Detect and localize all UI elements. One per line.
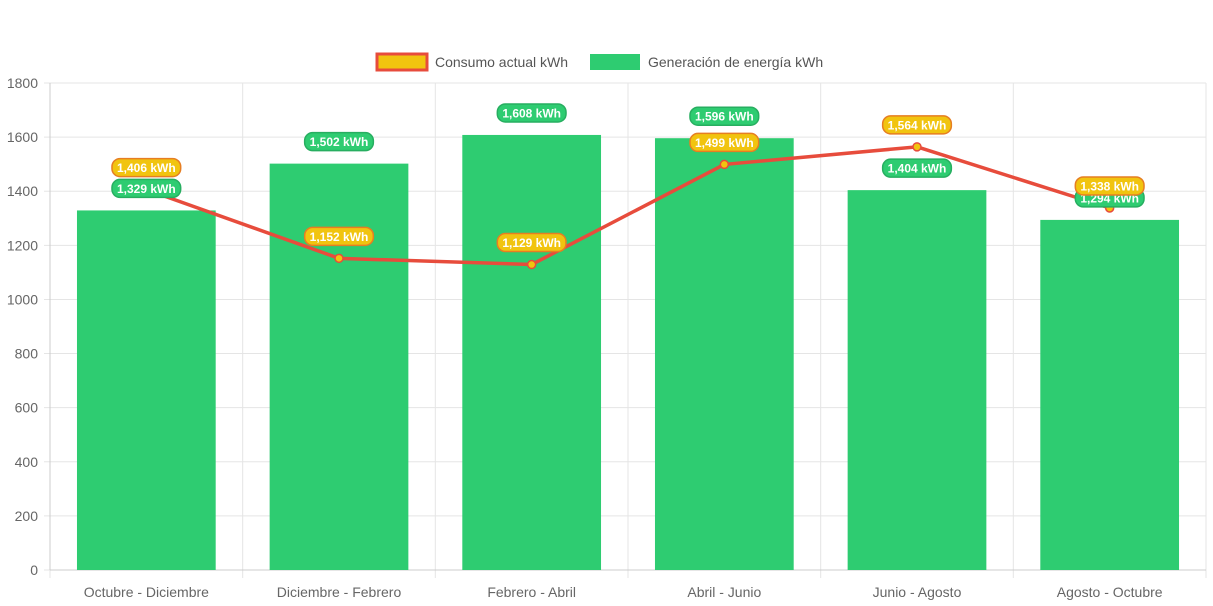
y-tick-label: 400 — [15, 454, 39, 470]
generacion-label: 1,596 kWh — [689, 106, 760, 126]
consumo-label-box — [496, 232, 567, 253]
generacion-label-text: 1,404 kWh — [888, 162, 947, 176]
y-axis: 0 200 400 600 800 1000 1200 1400 1600 1800 — [7, 75, 38, 578]
bar[interactable] — [462, 134, 602, 571]
y-tick-label: 1800 — [7, 75, 38, 91]
consumo-label: 1,564 kWh — [881, 115, 953, 135]
consumo-label: 1,338 kWh — [1074, 176, 1145, 196]
generacion-label-box — [496, 103, 567, 123]
line-point[interactable] — [334, 253, 344, 264]
y-tick-label: 1200 — [7, 237, 38, 253]
consumo-label-box — [1074, 176, 1145, 196]
x-axis: Octubre - Diciembre Diciembre - Febrero Fe… — [84, 584, 1163, 600]
consumo-label-text: 1,499 kWh — [695, 136, 754, 150]
generacion-label-text: 1,596 kWh — [695, 110, 754, 124]
consumo-label-text: 1,564 kWh — [888, 118, 947, 132]
y-tick-label: 1400 — [7, 183, 38, 199]
consumo-label: 1,499 kWh — [689, 132, 760, 153]
x-tick-label: Febrero - Abril — [487, 584, 576, 600]
generacion-label-box — [303, 131, 375, 152]
generacion-label: 1,608 kWh — [496, 103, 567, 123]
consumo-label: 1,406 kWh — [111, 157, 182, 178]
x-tick-label: Diciembre - Febrero — [277, 584, 402, 600]
consumo-label: 1,129 kWh — [496, 232, 567, 253]
y-tick-label: 800 — [15, 346, 39, 362]
legend[interactable]: Consumo actual kWh Generación de energía… — [375, 52, 823, 72]
legend-label-generacion[interactable]: Generación de energía kWh — [648, 54, 823, 70]
generacion-label: 1,404 kWh — [881, 158, 953, 178]
generacion-label: 1,502 kWh — [303, 131, 375, 152]
generacion-label-box — [689, 106, 760, 126]
bar[interactable] — [269, 163, 409, 570]
y-tick-label: 600 — [15, 400, 39, 416]
line-point[interactable] — [719, 159, 730, 170]
generacion-label-box — [881, 158, 953, 178]
y-tick-label: 1000 — [7, 291, 38, 307]
consumo-label-box — [881, 115, 953, 135]
legend-swatch-consumo[interactable] — [375, 52, 429, 72]
x-tick-label: Junio - Agosto — [873, 584, 962, 600]
grid — [44, 82, 1207, 578]
bar[interactable] — [654, 138, 794, 570]
data-labels: 1,329 kWh 1,502 kWh 1,608 kWh 1,596 kWh 1,40… — [111, 103, 1145, 253]
generacion-label-box — [111, 178, 182, 199]
consumo-label-text: 1,152 kWh — [310, 230, 369, 244]
y-tick-label: 1600 — [7, 129, 38, 145]
consumo-series-line — [145, 145, 1111, 267]
line-point[interactable] — [912, 142, 922, 152]
x-tick-label: Agosto - Octubre — [1057, 584, 1163, 600]
consumo-label-box — [303, 226, 375, 247]
consumo-label-box — [111, 157, 182, 178]
generacion-label-text: 1,608 kWh — [502, 106, 561, 120]
consumo-label-text: 1,338 kWh — [1080, 179, 1139, 193]
y-tick-label: 200 — [15, 508, 39, 524]
generacion-label-text: 1,329 kWh — [117, 182, 176, 196]
y-tick-label: 0 — [30, 562, 38, 578]
generacion-label-text: 1,502 kWh — [310, 135, 369, 149]
legend-swatch-generacion[interactable] — [590, 54, 640, 70]
x-tick-label: Abril - Junio — [687, 584, 761, 600]
line-point[interactable] — [526, 259, 537, 270]
consumo-label-text: 1,406 kWh — [117, 161, 176, 175]
consumo-label-box — [689, 132, 760, 153]
consumo-label-text: 1,129 kWh — [502, 236, 561, 250]
x-tick-label: Octubre - Diciembre — [84, 584, 209, 600]
legend-label-consumo[interactable]: Consumo actual kWh — [435, 54, 568, 70]
bar[interactable] — [76, 210, 216, 570]
generacion-label: 1,329 kWh — [111, 178, 182, 199]
consumo-label: 1,152 kWh — [303, 226, 375, 247]
bar[interactable] — [847, 190, 987, 570]
bar[interactable] — [1040, 219, 1180, 570]
